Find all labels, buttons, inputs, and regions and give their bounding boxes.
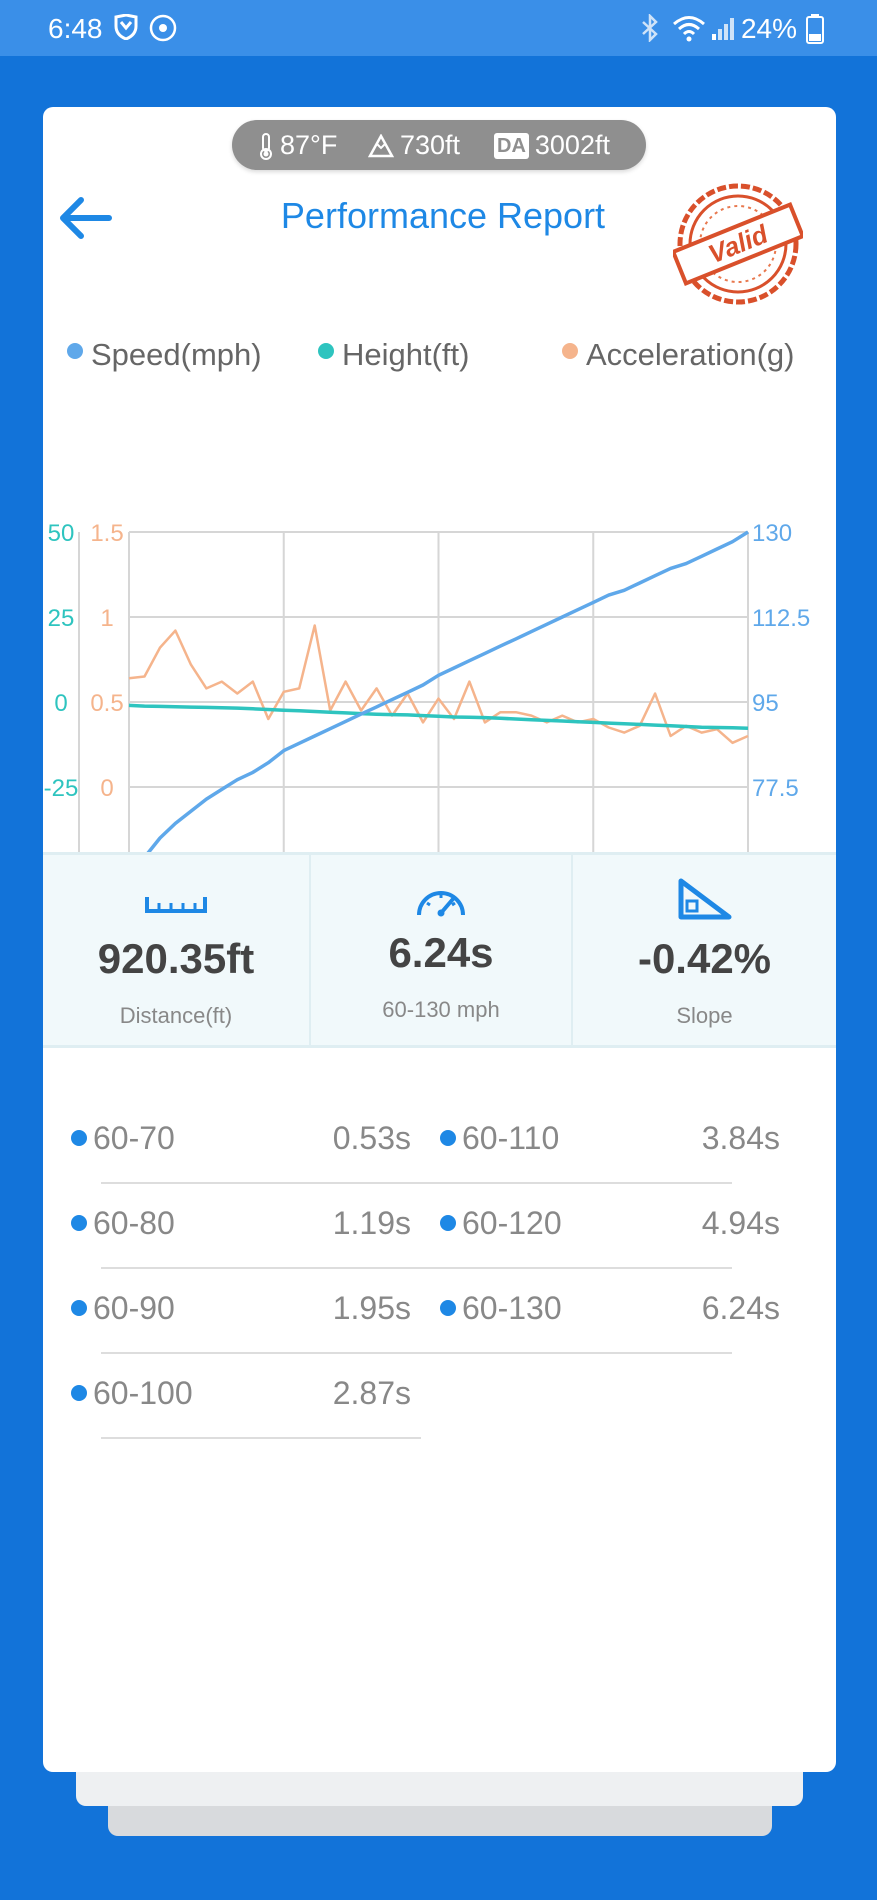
split-range: 60-120 bbox=[462, 1205, 562, 1241]
stat-slope: -0.42% Slope bbox=[573, 855, 836, 1045]
speed-tick-label: 112.5 bbox=[752, 605, 810, 632]
da-badge: DA bbox=[494, 132, 529, 159]
stat-distance: 920.35ft Distance(ft) bbox=[43, 855, 309, 1045]
bullet-icon bbox=[71, 1300, 87, 1316]
status-bar: 6:48 24% bbox=[0, 0, 877, 56]
split-range: 60-90 bbox=[93, 1290, 175, 1326]
distance-label: Distance(ft) bbox=[119, 1003, 233, 1028]
split-row: 60-90 1.95s bbox=[71, 1270, 421, 1354]
series-line-height bbox=[128, 703, 749, 730]
stats-panel: 920.35ft Distance(ft) 6.24s 60-130 mph -… bbox=[43, 852, 836, 1048]
card-stack-shadow bbox=[108, 1800, 772, 1836]
accel-tick-label: 1.5 bbox=[90, 520, 123, 547]
height-tick-label: 0 bbox=[54, 690, 67, 717]
chart-legend: Speed(mph) Height(ft) Acceleration(g) bbox=[67, 337, 827, 377]
accel-tick-label: 0 bbox=[100, 775, 113, 802]
legend-dot bbox=[562, 343, 578, 359]
time-label: 60-130 mph bbox=[382, 997, 500, 1022]
split-time: 3.84s bbox=[701, 1120, 780, 1156]
split-range: 60-130 bbox=[462, 1290, 562, 1326]
distance-value: 920.35ft bbox=[97, 935, 255, 982]
series-line-acceleration bbox=[128, 624, 749, 745]
split-row: 60-70 0.53s bbox=[71, 1100, 421, 1184]
density-altitude-value: 3002ft bbox=[534, 130, 610, 160]
speed-tick-label: 130 bbox=[752, 520, 792, 547]
bluetooth-icon bbox=[640, 12, 660, 47]
legend-dot bbox=[318, 343, 334, 359]
bullet-icon bbox=[440, 1300, 456, 1316]
legend-item-speed: Speed(mph) bbox=[67, 337, 262, 373]
bullet-icon bbox=[71, 1130, 87, 1146]
battery-percent: 24% bbox=[740, 13, 797, 44]
series-line-speed bbox=[127, 530, 749, 874]
thermometer-icon bbox=[260, 132, 272, 160]
legend-dot bbox=[67, 343, 83, 359]
bullet-icon bbox=[440, 1130, 456, 1146]
height-tick-label: 25 bbox=[48, 605, 75, 632]
accel-tick-label: 0.5 bbox=[90, 690, 123, 717]
back-button[interactable] bbox=[57, 195, 117, 245]
split-time: 0.53s bbox=[332, 1120, 411, 1156]
bullet-icon bbox=[71, 1385, 87, 1401]
height-tick-label: 50 bbox=[48, 520, 75, 547]
split-time: 4.94s bbox=[701, 1205, 780, 1241]
split-row: 60-120 4.94s bbox=[128, 1185, 780, 1269]
split-range: 60-70 bbox=[93, 1120, 175, 1156]
shield-icon bbox=[114, 13, 138, 45]
speed-tick-label: 95 bbox=[752, 690, 779, 717]
mountain-icon bbox=[368, 133, 394, 157]
status-time: 6:48 bbox=[48, 13, 103, 44]
slope-label: Slope bbox=[676, 1003, 733, 1028]
battery-icon bbox=[806, 14, 824, 49]
split-row: 60-110 3.84s bbox=[128, 1100, 780, 1184]
slope-icon bbox=[573, 878, 836, 921]
wifi-icon bbox=[672, 14, 706, 47]
split-time: 1.95s bbox=[332, 1290, 411, 1326]
legend-label: Height(ft) bbox=[342, 337, 470, 372]
page-title: Performance Report bbox=[280, 195, 606, 236]
legend-item-height: Height(ft) bbox=[318, 337, 469, 373]
altitude-value: 730ft bbox=[400, 130, 461, 160]
signal-icon bbox=[710, 14, 738, 47]
app-badge-icon bbox=[149, 14, 177, 47]
legend-label: Speed(mph) bbox=[91, 337, 262, 372]
time-value: 6.24s bbox=[388, 929, 494, 976]
split-row: 60-100 2.87s bbox=[71, 1355, 421, 1439]
split-time: 1.19s bbox=[332, 1205, 411, 1241]
density-altitude-item: DA 3002ft bbox=[494, 130, 610, 161]
split-row: 60-80 1.19s bbox=[71, 1185, 421, 1269]
split-time: 6.24s bbox=[701, 1290, 780, 1326]
split-row: 60-130 6.24s bbox=[128, 1270, 780, 1354]
accel-tick-label: 1 bbox=[100, 605, 113, 632]
ruler-icon bbox=[43, 883, 309, 921]
stat-time: 6.24s 60-130 mph bbox=[311, 855, 571, 1045]
split-time: 2.87s bbox=[332, 1375, 411, 1411]
split-range: 60-80 bbox=[93, 1205, 175, 1241]
arrow-left-icon bbox=[60, 197, 112, 239]
slope-value: -0.42% bbox=[637, 935, 772, 982]
conditions-pill: 87°F 730ft DA 3002ft bbox=[232, 120, 646, 170]
split-range: 60-110 bbox=[462, 1120, 560, 1156]
temperature-value: 87°F bbox=[280, 130, 338, 160]
report-card: 87°F 730ft DA 3002ft Performance Report … bbox=[43, 107, 836, 1772]
bullet-icon bbox=[71, 1215, 87, 1231]
altitude-item: 730ft bbox=[368, 130, 460, 161]
speedometer-icon bbox=[311, 883, 571, 921]
height-tick-label: -25 bbox=[44, 775, 79, 802]
temperature-item: 87°F bbox=[258, 130, 337, 161]
legend-label: Acceleration(g) bbox=[586, 337, 795, 372]
legend-item-acceleration: Acceleration(g) bbox=[562, 337, 794, 373]
speed-tick-label: 77.5 bbox=[752, 775, 799, 802]
bullet-icon bbox=[440, 1215, 456, 1231]
split-range: 60-100 bbox=[93, 1375, 193, 1411]
valid-stamp: Valid bbox=[670, 179, 806, 309]
